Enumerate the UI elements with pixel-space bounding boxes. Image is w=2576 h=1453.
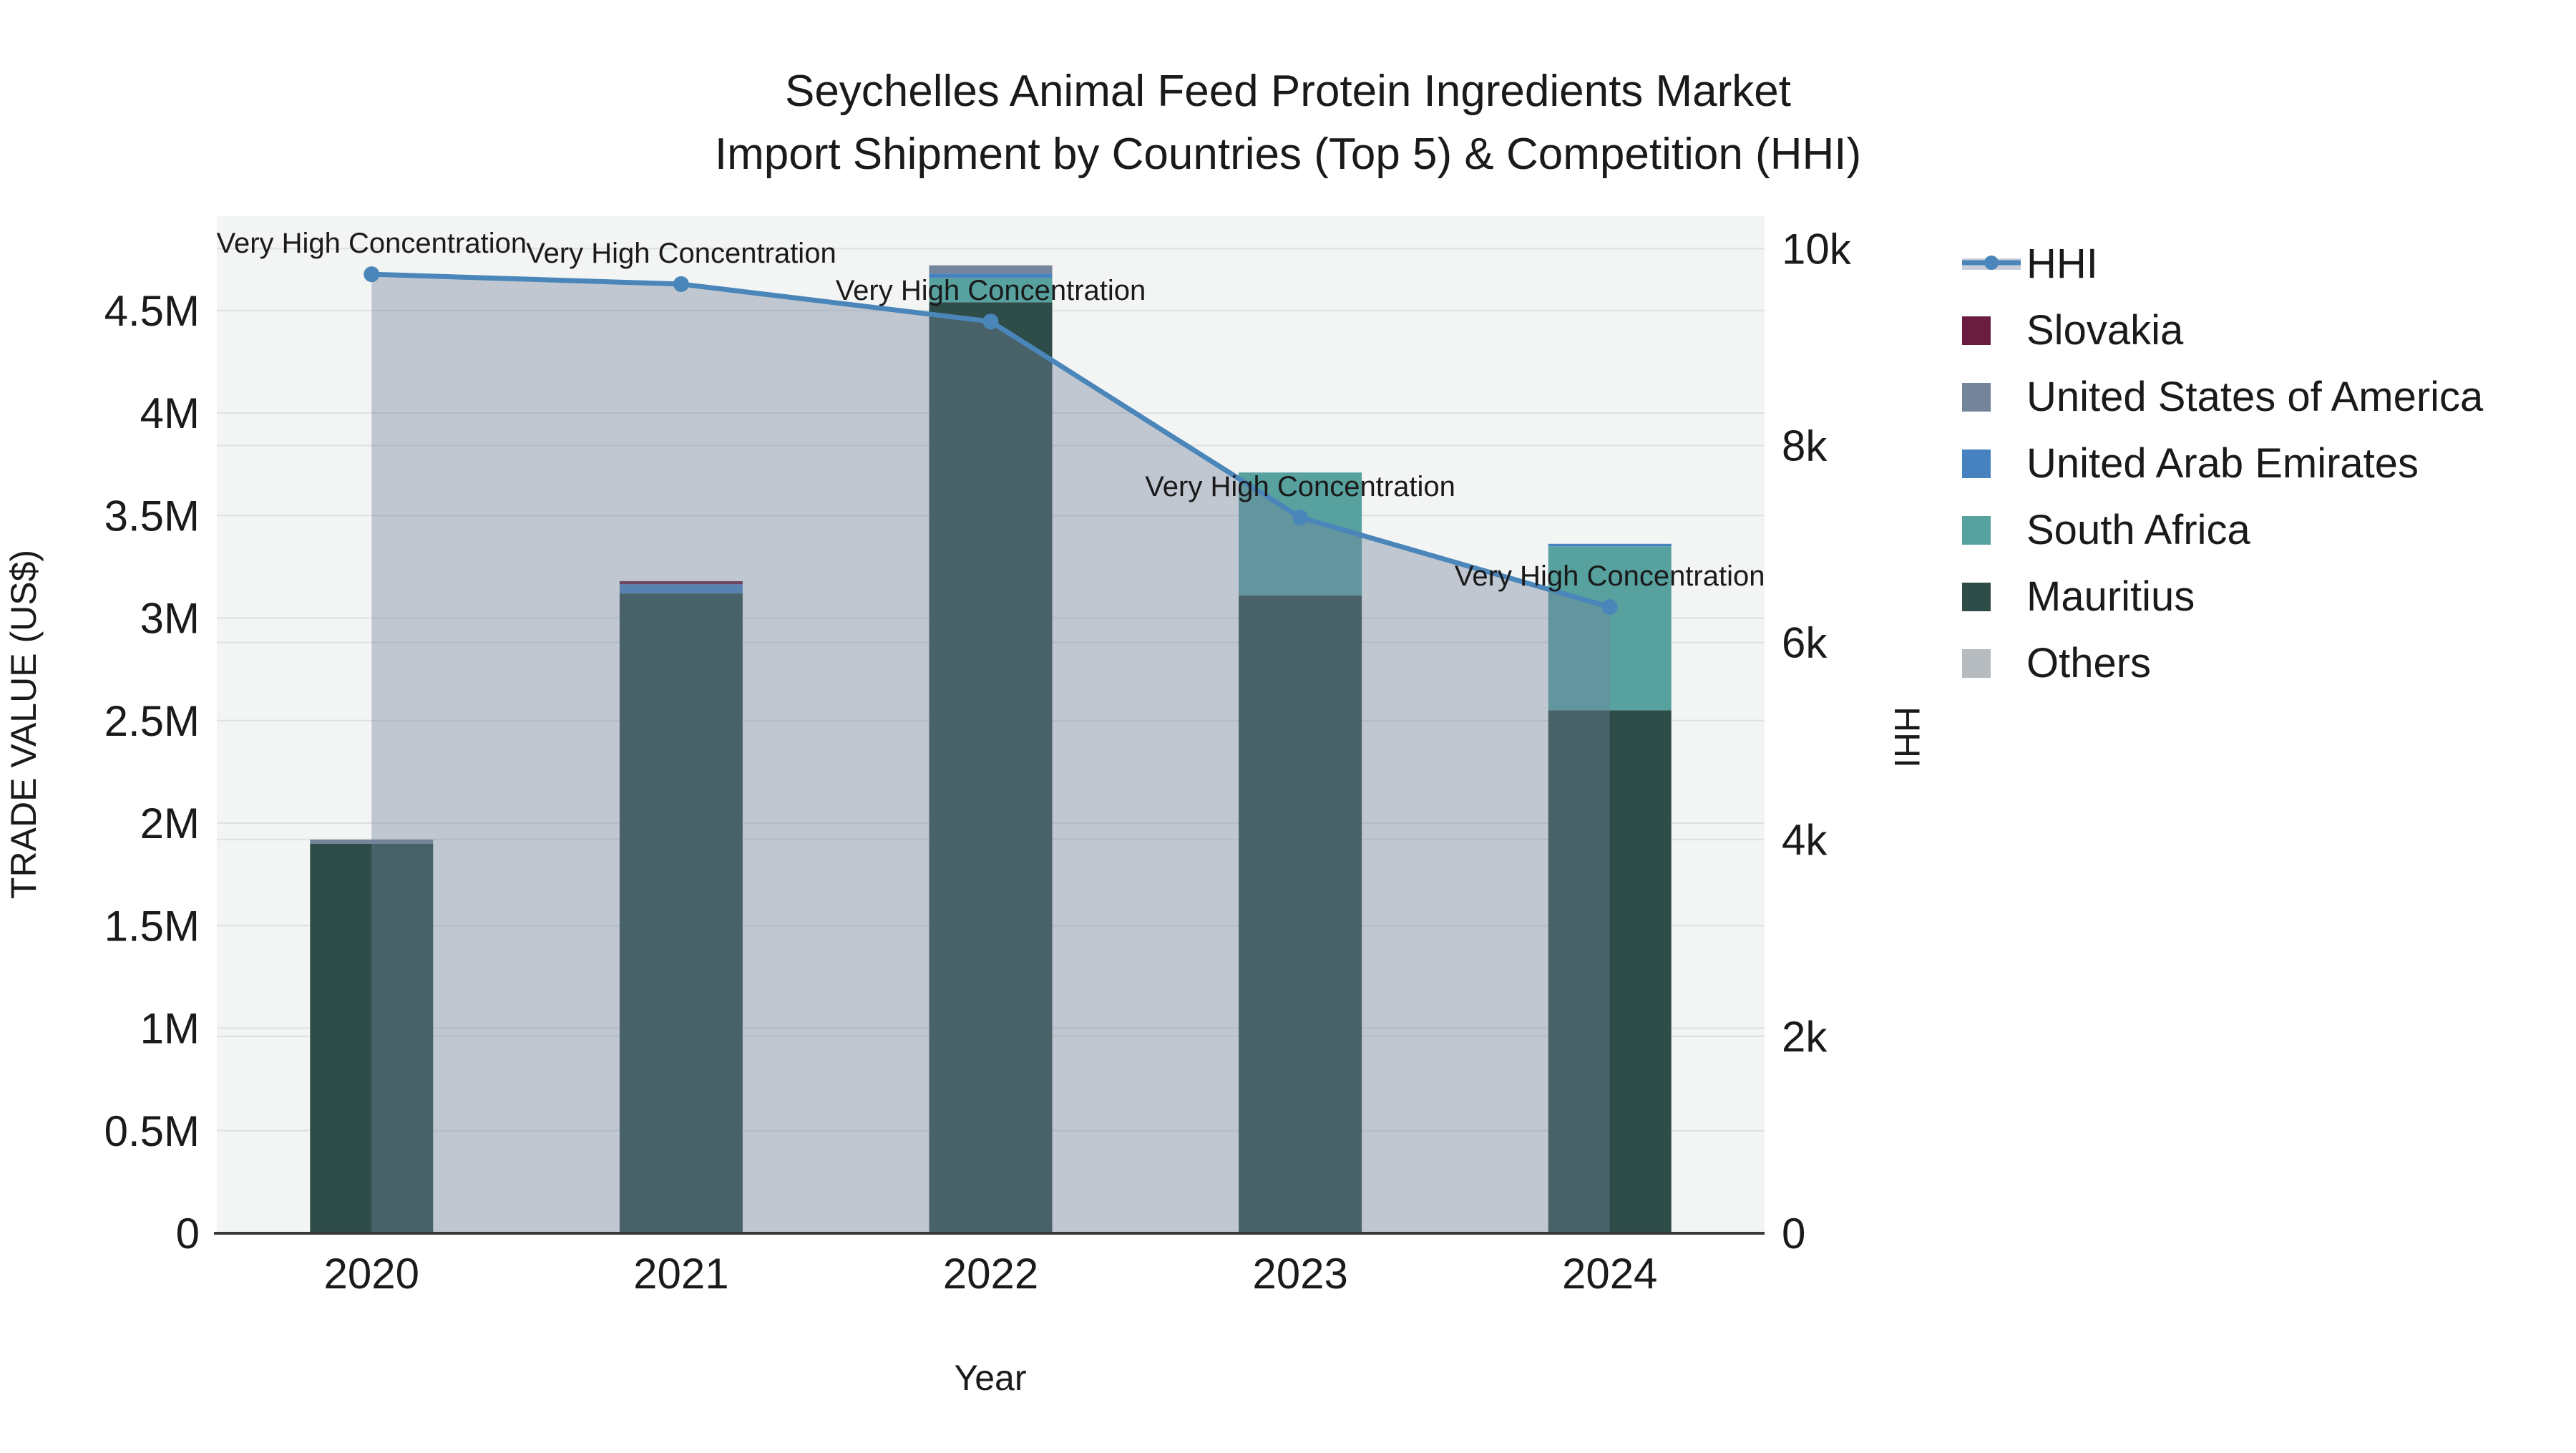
left-tick-1M: 1M [140,1005,200,1053]
x-axis-title: Year [954,1358,1026,1398]
south-africa-swatch-icon [1962,515,2026,545]
stacked-bars [310,265,1672,1233]
color-swatch [1962,316,1991,345]
bar-segment-mauritius-2022[interactable] [929,302,1053,1233]
color-swatch [1962,382,1991,412]
legend-label: United States of America [2026,374,2484,420]
hhi-marker-2024[interactable] [1601,599,1618,616]
left-tick-4.5M: 4.5M [104,287,200,335]
legend-item-others[interactable]: Others [1962,630,2483,696]
right-tick-4k: 4k [1782,816,1828,864]
left-tick-1.5M: 1.5M [104,902,200,950]
legend-label: Slovakia [2026,307,2184,354]
left-tick-0: 0 [176,1210,200,1258]
bar-segment-mauritius-2023[interactable] [1239,596,1362,1233]
chart-title-line2: Import Shipment by Countries (Top 5) & C… [715,130,1861,179]
hhi-marker-2020[interactable] [364,266,380,283]
united-arab-emirates-swatch-icon [1962,449,2026,478]
legend-item-united-arab-emirates[interactable]: United Arab Emirates [1962,430,2483,497]
legend-label: United Arab Emirates [2026,440,2419,487]
hhi-marker-2022[interactable] [982,314,999,330]
hhi-area-fill [371,274,1610,1234]
legend-label: Mauritius [2026,573,2195,620]
bar-segment-united-states-of-america-2022[interactable] [929,265,1053,274]
color-swatch [1962,582,1991,611]
left-tick-3.5M: 3.5M [104,492,200,540]
right-tick-2k: 2k [1782,1013,1828,1061]
annotation-2020: Very High Concentration [217,228,527,259]
bar-segment-united-arab-emirates-2021[interactable] [619,584,743,594]
hhi-marker-2021[interactable] [673,276,689,292]
right-axis-title: HHI [1887,706,1927,768]
bar-segment-mauritius-2021[interactable] [619,593,743,1233]
left-axis-tick-labels: 0 0.5M 1M 1.5M 2M 2.5M 3M 3.5M 4M 4.5M [104,287,200,1258]
hhi-line-icon [1962,248,2026,280]
annotation-2024: Very High Concentration [1455,560,1765,592]
x-tick-2020: 2020 [324,1250,419,1298]
color-swatch [1962,515,1991,545]
united-states-of-america-swatch-icon [1962,382,2026,412]
right-tick-6k: 6k [1782,619,1828,667]
x-tick-2022: 2022 [943,1250,1038,1298]
color-swatch [1962,648,1991,678]
legend-label: South Africa [2026,507,2250,553]
left-tick-2.5M: 2.5M [104,697,200,745]
bar-segment-united-states-of-america-2020[interactable] [310,839,434,844]
hhi-markers [364,266,1618,616]
legend-item-south-africa[interactable]: South Africa [1962,497,2483,563]
color-swatch [1962,449,1991,478]
right-tick-0: 0 [1782,1210,1805,1258]
bar-segment-south-africa-2024[interactable] [1548,546,1672,711]
left-axis-title: TRADE VALUE (US$) [4,550,44,899]
legend-label: Others [2026,640,2152,686]
x-axis-tick-labels: 2020 2021 2022 2023 2024 [324,1250,1658,1298]
mauritius-swatch-icon [1962,582,2026,611]
bar-segment-united-arab-emirates-2024[interactable] [1548,543,1672,547]
legend-item-slovakia[interactable]: Slovakia [1962,297,2483,364]
legend-item-hhi[interactable]: HHI [1962,230,2483,297]
bar-segment-slovakia-2021[interactable] [619,580,743,585]
left-tick-3M: 3M [140,595,200,643]
bar-segment-mauritius-2024[interactable] [1548,710,1672,1233]
left-tick-4M: 4M [140,389,200,437]
x-tick-2021: 2021 [633,1250,728,1298]
bar-segment-mauritius-2020[interactable] [310,843,434,1233]
x-tick-2024: 2024 [1562,1250,1657,1298]
chart-title-line1: Seychelles Animal Feed Protein Ingredien… [785,67,1791,116]
others-swatch-icon [1962,648,2026,678]
x-tick-2023: 2023 [1252,1250,1347,1298]
annotation-2023: Very High Concentration [1145,471,1455,502]
legend: HHI Slovakia United States of America Unite… [1962,230,2483,696]
slovakia-swatch-icon [1962,316,2026,345]
right-axis-tick-labels: 0 2k 4k 6k 8k 10k [1782,225,1852,1258]
annotation-2022: Very High Concentration [836,275,1146,306]
bar-segment-united-arab-emirates-2022[interactable] [929,273,1053,278]
left-tick-2M: 2M [140,800,200,847]
annotation-layer: Very High Concentration Very High Concent… [217,228,1765,592]
legend-item-mauritius[interactable]: Mauritius [1962,563,2483,630]
annotation-2021: Very High Concentration [526,238,836,269]
hhi-area [371,274,1610,1234]
legend-item-united-states-of-america[interactable]: United States of America [1962,364,2483,430]
right-tick-8k: 8k [1782,422,1828,470]
legend-label: HHI [2026,240,2098,287]
bar-segment-south-africa-2022[interactable] [929,277,1053,303]
hhi-marker-2023[interactable] [1292,509,1309,525]
right-tick-10k: 10k [1782,225,1852,273]
left-tick-0.5M: 0.5M [104,1107,200,1155]
